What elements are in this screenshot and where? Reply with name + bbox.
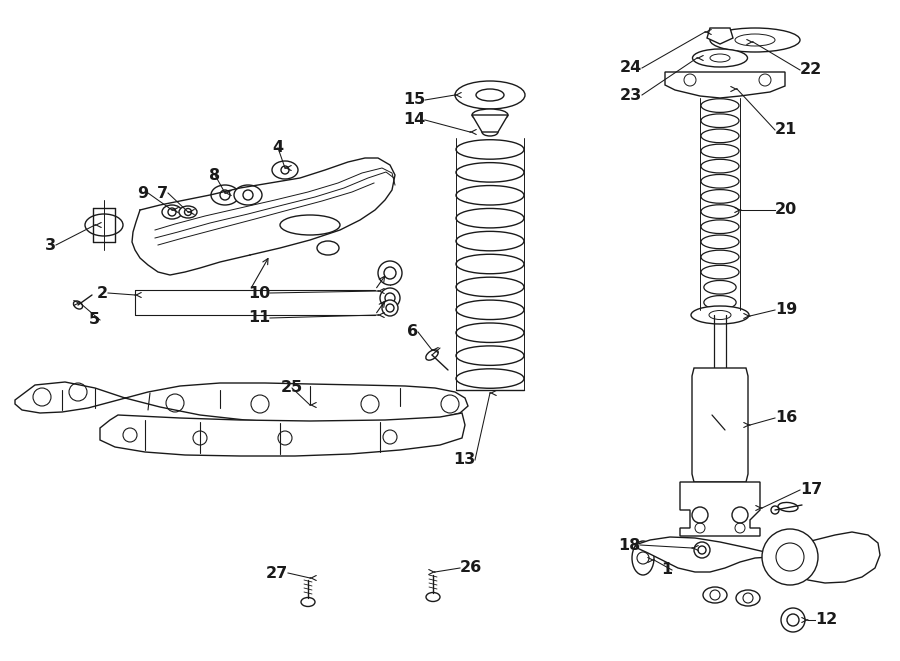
Text: 27: 27 (266, 566, 288, 580)
Polygon shape (100, 413, 465, 456)
Text: 21: 21 (775, 122, 797, 137)
Text: 20: 20 (775, 202, 797, 217)
Circle shape (380, 288, 400, 308)
Ellipse shape (455, 81, 525, 109)
Ellipse shape (691, 306, 749, 324)
Ellipse shape (301, 598, 315, 607)
Text: 18: 18 (617, 537, 640, 553)
Circle shape (378, 261, 402, 285)
Text: 8: 8 (210, 167, 220, 182)
Text: 10: 10 (248, 286, 270, 301)
Text: 11: 11 (248, 311, 270, 325)
Polygon shape (707, 28, 733, 44)
Text: 4: 4 (273, 141, 284, 155)
Ellipse shape (179, 206, 197, 218)
Ellipse shape (426, 350, 438, 360)
Ellipse shape (234, 185, 262, 205)
Polygon shape (692, 368, 748, 482)
Ellipse shape (778, 502, 798, 512)
Polygon shape (665, 72, 785, 98)
Text: 23: 23 (620, 87, 642, 102)
Text: 16: 16 (775, 410, 797, 426)
Text: 7: 7 (157, 186, 168, 200)
Text: 25: 25 (281, 381, 303, 395)
Polygon shape (680, 482, 760, 536)
Ellipse shape (426, 592, 440, 602)
Text: 17: 17 (800, 483, 823, 498)
Ellipse shape (162, 205, 182, 219)
Text: 3: 3 (45, 237, 56, 253)
Text: 19: 19 (775, 303, 797, 317)
Ellipse shape (272, 161, 298, 179)
Ellipse shape (472, 109, 508, 121)
Ellipse shape (85, 214, 123, 236)
Ellipse shape (692, 49, 748, 67)
Text: 22: 22 (800, 63, 823, 77)
Polygon shape (635, 532, 880, 583)
Text: 26: 26 (460, 561, 482, 576)
Ellipse shape (736, 590, 760, 606)
Circle shape (762, 529, 818, 585)
Polygon shape (15, 382, 468, 424)
Text: 2: 2 (97, 286, 108, 301)
Polygon shape (472, 115, 508, 132)
Ellipse shape (211, 185, 239, 205)
Text: 13: 13 (453, 453, 475, 467)
Text: 6: 6 (407, 325, 418, 340)
Circle shape (781, 608, 805, 632)
Text: 14: 14 (403, 112, 425, 128)
Text: 15: 15 (403, 93, 425, 108)
Ellipse shape (703, 587, 727, 603)
Ellipse shape (632, 541, 654, 575)
Ellipse shape (74, 301, 83, 309)
Circle shape (694, 542, 710, 558)
Ellipse shape (710, 28, 800, 52)
Text: 1: 1 (661, 563, 672, 578)
Text: 12: 12 (815, 613, 837, 627)
Text: 24: 24 (620, 61, 642, 75)
Circle shape (382, 300, 398, 316)
Text: 5: 5 (89, 313, 100, 327)
Text: 9: 9 (137, 186, 148, 200)
